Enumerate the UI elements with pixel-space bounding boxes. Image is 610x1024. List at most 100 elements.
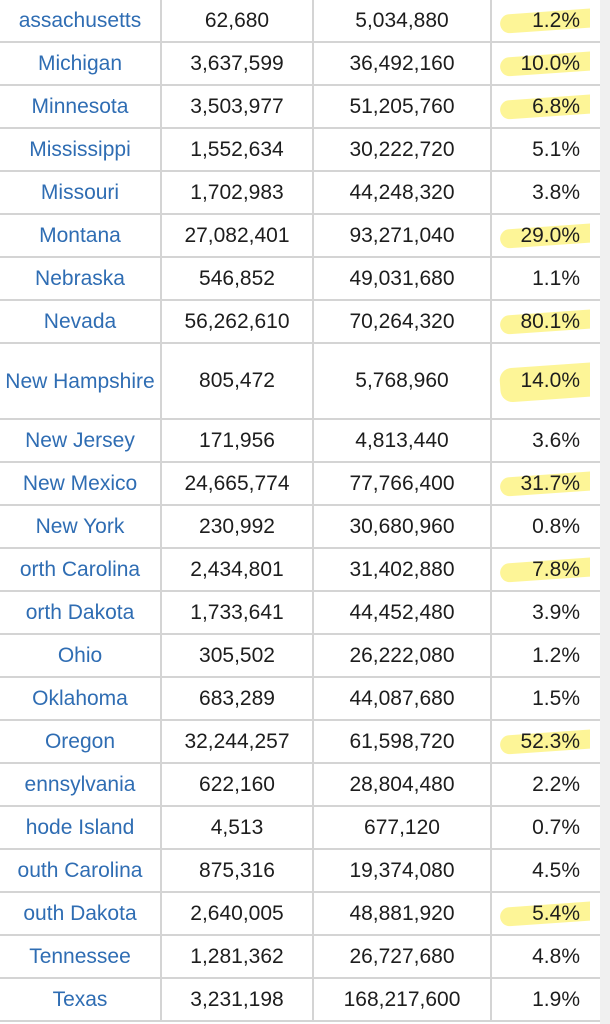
percent-value: 6.8% — [532, 94, 580, 118]
table-row: orth Dakota 1,733,641 44,452,480 3.9% — [0, 592, 600, 635]
state-name-link[interactable]: Oklahoma — [0, 678, 162, 719]
state-name-link[interactable]: New York — [0, 506, 162, 547]
state-name-link[interactable]: Ohio — [0, 635, 162, 676]
value-2-cell: 5,768,960 — [314, 344, 492, 418]
state-name-link[interactable]: Minnesota — [0, 86, 162, 127]
value-1-cell: 56,262,610 — [162, 301, 314, 342]
state-name-link[interactable]: Mississippi — [0, 129, 162, 170]
state-name-link[interactable]: Michigan — [0, 43, 162, 84]
state-name-link[interactable]: outh Carolina — [0, 850, 162, 891]
percent-cell: 5.4% — [492, 893, 590, 934]
value-2-cell: 44,452,480 — [314, 592, 492, 633]
percent-value: 4.5% — [532, 858, 580, 882]
state-name-link[interactable]: ennsylvania — [0, 764, 162, 805]
state-name-link[interactable]: Missouri — [0, 172, 162, 213]
state-name-link[interactable]: New Hampshire — [0, 344, 162, 418]
value-1-cell: 1,702,983 — [162, 172, 314, 213]
percent-value: 1.5% — [532, 686, 580, 710]
value-2-cell: 30,222,720 — [314, 129, 492, 170]
percent-value: 80.1% — [520, 309, 580, 333]
state-name-link[interactable]: Montana — [0, 215, 162, 256]
percent-value: 7.8% — [532, 557, 580, 581]
percent-cell: 52.3% — [492, 721, 590, 762]
percent-cell: 10.0% — [492, 43, 590, 84]
percent-cell: 3.9% — [492, 592, 590, 633]
state-name-link[interactable]: Oregon — [0, 721, 162, 762]
table-row: New Jersey 171,956 4,813,440 3.6% — [0, 420, 600, 463]
value-1-cell: 1,552,634 — [162, 129, 314, 170]
state-name-link[interactable]: outh Dakota — [0, 893, 162, 934]
value-1-cell: 230,992 — [162, 506, 314, 547]
value-2-cell: 51,205,760 — [314, 86, 492, 127]
state-name-link[interactable]: orth Carolina — [0, 549, 162, 590]
state-name-link[interactable]: Texas — [0, 979, 162, 1020]
value-2-cell: 48,881,920 — [314, 893, 492, 934]
percent-cell: 4.8% — [492, 936, 590, 977]
percent-value: 2.2% — [532, 772, 580, 796]
value-2-cell: 36,492,160 — [314, 43, 492, 84]
percent-cell: 3.6% — [492, 420, 590, 461]
value-1-cell: 4,513 — [162, 807, 314, 848]
state-name-link[interactable]: orth Dakota — [0, 592, 162, 633]
table-row: orth Carolina 2,434,801 31,402,880 7.8% — [0, 549, 600, 592]
value-1-cell: 622,160 — [162, 764, 314, 805]
percent-value: 4.8% — [532, 944, 580, 968]
table-row: Oklahoma 683,289 44,087,680 1.5% — [0, 678, 600, 721]
table-row: Nebraska 546,852 49,031,680 1.1% — [0, 258, 600, 301]
percent-value: 5.4% — [532, 901, 580, 925]
percent-value: 10.0% — [520, 51, 580, 75]
table-row: Ohio 305,502 26,222,080 1.2% — [0, 635, 600, 678]
value-2-cell: 168,217,600 — [314, 979, 492, 1020]
table-row: Montana 27,082,401 93,271,040 29.0% — [0, 215, 600, 258]
percent-cell: 3.8% — [492, 172, 590, 213]
value-2-cell: 77,766,400 — [314, 463, 492, 504]
value-1-cell: 24,665,774 — [162, 463, 314, 504]
value-2-cell: 26,727,680 — [314, 936, 492, 977]
value-1-cell: 3,503,977 — [162, 86, 314, 127]
percent-value: 52.3% — [520, 729, 580, 753]
table-row: ennsylvania 622,160 28,804,480 2.2% — [0, 764, 600, 807]
percent-value: 3.8% — [532, 180, 580, 204]
state-name-link[interactable]: New Jersey — [0, 420, 162, 461]
value-2-cell: 61,598,720 — [314, 721, 492, 762]
percent-cell: 1.2% — [492, 635, 590, 676]
table-row: Texas 3,231,198 168,217,600 1.9% — [0, 979, 600, 1022]
scroll-edge — [600, 0, 610, 1024]
value-1-cell: 171,956 — [162, 420, 314, 461]
table-row: assachusetts 62,680 5,034,880 1.2% — [0, 0, 600, 43]
value-2-cell: 44,087,680 — [314, 678, 492, 719]
percent-cell: 14.0% — [492, 344, 590, 418]
percent-value: 31.7% — [520, 471, 580, 495]
value-2-cell: 70,264,320 — [314, 301, 492, 342]
state-name-link[interactable]: hode Island — [0, 807, 162, 848]
table-row: Missouri 1,702,983 44,248,320 3.8% — [0, 172, 600, 215]
table-row: outh Dakota 2,640,005 48,881,920 5.4% — [0, 893, 600, 936]
percent-value: 1.9% — [532, 987, 580, 1011]
value-2-cell: 28,804,480 — [314, 764, 492, 805]
value-2-cell: 44,248,320 — [314, 172, 492, 213]
value-1-cell: 2,640,005 — [162, 893, 314, 934]
percent-cell: 0.7% — [492, 807, 590, 848]
percent-value: 1.2% — [532, 643, 580, 667]
percent-cell: 4.5% — [492, 850, 590, 891]
table-row: hode Island 4,513 677,120 0.7% — [0, 807, 600, 850]
percent-value: 0.8% — [532, 514, 580, 538]
value-1-cell: 683,289 — [162, 678, 314, 719]
state-name-link[interactable]: Nebraska — [0, 258, 162, 299]
percent-value: 1.1% — [532, 266, 580, 290]
value-2-cell: 26,222,080 — [314, 635, 492, 676]
state-name-link[interactable]: New Mexico — [0, 463, 162, 504]
percent-value: 1.2% — [532, 8, 580, 32]
table-row: Tennessee 1,281,362 26,727,680 4.8% — [0, 936, 600, 979]
percent-cell: 1.9% — [492, 979, 590, 1020]
state-name-link[interactable]: assachusetts — [0, 0, 162, 41]
value-2-cell: 5,034,880 — [314, 0, 492, 41]
percent-cell: 29.0% — [492, 215, 590, 256]
value-2-cell: 4,813,440 — [314, 420, 492, 461]
percent-cell: 1.5% — [492, 678, 590, 719]
percent-cell: 6.8% — [492, 86, 590, 127]
value-1-cell: 32,244,257 — [162, 721, 314, 762]
state-name-link[interactable]: Tennessee — [0, 936, 162, 977]
state-name-link[interactable]: Nevada — [0, 301, 162, 342]
